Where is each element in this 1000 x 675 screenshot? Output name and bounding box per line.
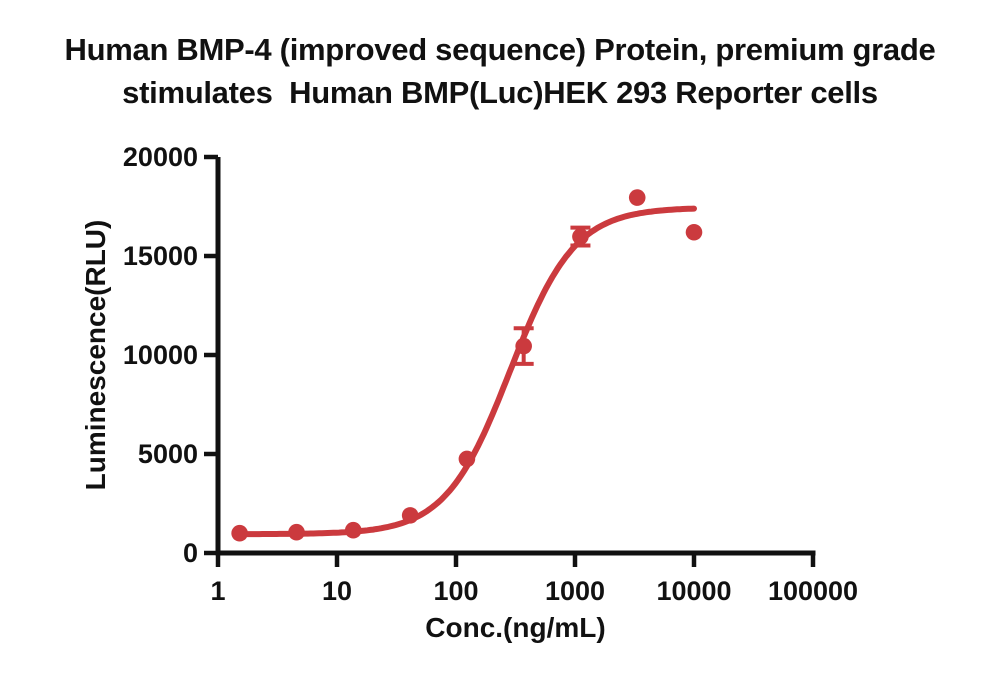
data-point bbox=[231, 524, 248, 542]
data-point bbox=[288, 523, 305, 541]
fit-curve bbox=[236, 205, 697, 538]
y-tick-label: 0 bbox=[183, 538, 198, 568]
x-tick-label: 10000 bbox=[656, 576, 731, 606]
chart-title-line1: Human BMP-4 (improved sequence) Protein,… bbox=[64, 32, 936, 67]
y-tick-label: 10000 bbox=[123, 340, 198, 370]
x-tick-label: 100000 bbox=[768, 576, 858, 606]
data-point bbox=[685, 223, 703, 241]
x-axis-title: Conc.(ng/mL) bbox=[425, 612, 605, 643]
x-tick-label: 1000 bbox=[545, 576, 605, 606]
data-point bbox=[458, 450, 476, 468]
x-tick-label: 100 bbox=[433, 576, 478, 606]
data-point bbox=[515, 337, 532, 355]
chart-title: Human BMP-4 (improved sequence) Protein,… bbox=[0, 28, 1000, 114]
x-tick-label: 10 bbox=[322, 576, 352, 606]
data-point bbox=[344, 521, 362, 539]
y-tick-label: 15000 bbox=[123, 241, 198, 271]
data-point bbox=[628, 189, 646, 206]
y-tick-label: 5000 bbox=[138, 439, 198, 469]
data-point bbox=[572, 228, 589, 245]
y-axis-title: Luminescence(RLU) bbox=[80, 220, 111, 491]
data-point bbox=[401, 507, 419, 524]
chart-title-line2: stimulates Human BMP(Luc)HEK 293 Reporte… bbox=[122, 75, 878, 110]
y-tick-label: 20000 bbox=[123, 142, 198, 172]
x-tick-label: 1 bbox=[210, 576, 225, 606]
